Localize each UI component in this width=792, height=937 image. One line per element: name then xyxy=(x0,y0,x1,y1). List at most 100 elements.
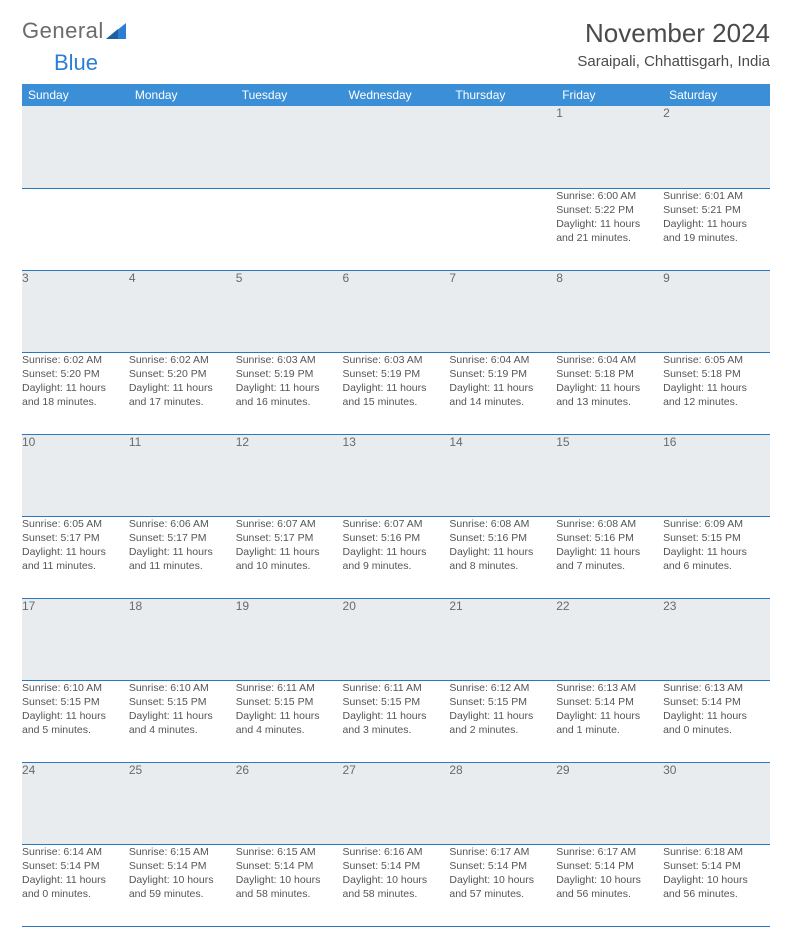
daylight-text: and 14 minutes. xyxy=(449,395,556,409)
weekday-header: Tuesday xyxy=(236,84,343,106)
day-detail-cell: Sunrise: 6:02 AMSunset: 5:20 PMDaylight:… xyxy=(22,352,129,434)
sunset-text: Sunset: 5:19 PM xyxy=(236,367,343,381)
day-number-row: 12 xyxy=(22,106,770,188)
sunrise-text: Sunrise: 6:03 AM xyxy=(343,353,450,367)
day-number-cell: 13 xyxy=(343,434,450,516)
day-number-cell: 21 xyxy=(449,598,556,680)
day-number-cell: 25 xyxy=(129,762,236,844)
daylight-text: and 17 minutes. xyxy=(129,395,236,409)
daylight-text: Daylight: 11 hours xyxy=(343,709,450,723)
daylight-text: Daylight: 11 hours xyxy=(129,381,236,395)
day-number-row: 17181920212223 xyxy=(22,598,770,680)
day-number-cell: 3 xyxy=(22,270,129,352)
sunrise-text: Sunrise: 6:17 AM xyxy=(449,845,556,859)
weekday-header: Friday xyxy=(556,84,663,106)
day-number-cell xyxy=(22,106,129,188)
daylight-text: and 56 minutes. xyxy=(663,887,770,901)
sunrise-text: Sunrise: 6:05 AM xyxy=(663,353,770,367)
sunset-text: Sunset: 5:14 PM xyxy=(556,695,663,709)
sunset-text: Sunset: 5:14 PM xyxy=(343,859,450,873)
day-detail-cell: Sunrise: 6:02 AMSunset: 5:20 PMDaylight:… xyxy=(129,352,236,434)
calendar-page: General November 2024 Saraipali, Chhatti… xyxy=(0,0,792,937)
sunrise-text: Sunrise: 6:18 AM xyxy=(663,845,770,859)
day-detail-cell: Sunrise: 6:16 AMSunset: 5:14 PMDaylight:… xyxy=(343,844,450,926)
day-number-cell: 30 xyxy=(663,762,770,844)
sunrise-text: Sunrise: 6:04 AM xyxy=(556,353,663,367)
weekday-header: Thursday xyxy=(449,84,556,106)
daylight-text: Daylight: 11 hours xyxy=(22,381,129,395)
day-detail-cell: Sunrise: 6:17 AMSunset: 5:14 PMDaylight:… xyxy=(449,844,556,926)
daylight-text: Daylight: 11 hours xyxy=(556,709,663,723)
day-number-cell: 4 xyxy=(129,270,236,352)
sunrise-text: Sunrise: 6:15 AM xyxy=(236,845,343,859)
day-detail-cell: Sunrise: 6:03 AMSunset: 5:19 PMDaylight:… xyxy=(236,352,343,434)
sunset-text: Sunset: 5:15 PM xyxy=(236,695,343,709)
daylight-text: and 7 minutes. xyxy=(556,559,663,573)
sunset-text: Sunset: 5:15 PM xyxy=(449,695,556,709)
day-number-cell: 16 xyxy=(663,434,770,516)
daylight-text: Daylight: 11 hours xyxy=(449,381,556,395)
day-detail-cell: Sunrise: 6:08 AMSunset: 5:16 PMDaylight:… xyxy=(556,516,663,598)
day-detail-cell: Sunrise: 6:12 AMSunset: 5:15 PMDaylight:… xyxy=(449,680,556,762)
day-detail-row: Sunrise: 6:02 AMSunset: 5:20 PMDaylight:… xyxy=(22,352,770,434)
sunrise-text: Sunrise: 6:02 AM xyxy=(22,353,129,367)
daylight-text: and 0 minutes. xyxy=(663,723,770,737)
day-number-cell: 26 xyxy=(236,762,343,844)
day-number-cell: 5 xyxy=(236,270,343,352)
day-number-cell: 17 xyxy=(22,598,129,680)
sunset-text: Sunset: 5:14 PM xyxy=(663,695,770,709)
sunset-text: Sunset: 5:14 PM xyxy=(129,859,236,873)
sunset-text: Sunset: 5:15 PM xyxy=(343,695,450,709)
sunrise-text: Sunrise: 6:13 AM xyxy=(663,681,770,695)
weekday-header: Monday xyxy=(129,84,236,106)
day-detail-cell: Sunrise: 6:09 AMSunset: 5:15 PMDaylight:… xyxy=(663,516,770,598)
day-number-cell: 1 xyxy=(556,106,663,188)
day-detail-cell: Sunrise: 6:07 AMSunset: 5:17 PMDaylight:… xyxy=(236,516,343,598)
daylight-text: Daylight: 10 hours xyxy=(663,873,770,887)
daylight-text: Daylight: 11 hours xyxy=(22,709,129,723)
sunset-text: Sunset: 5:18 PM xyxy=(556,367,663,381)
brand-triangle-icon xyxy=(106,23,126,39)
sunrise-text: Sunrise: 6:16 AM xyxy=(343,845,450,859)
day-number-cell: 11 xyxy=(129,434,236,516)
daylight-text: and 8 minutes. xyxy=(449,559,556,573)
daylight-text: Daylight: 11 hours xyxy=(129,545,236,559)
weekday-header: Sunday xyxy=(22,84,129,106)
daylight-text: and 1 minute. xyxy=(556,723,663,737)
daylight-text: and 9 minutes. xyxy=(343,559,450,573)
sunrise-text: Sunrise: 6:02 AM xyxy=(129,353,236,367)
day-number-cell: 10 xyxy=(22,434,129,516)
daylight-text: Daylight: 11 hours xyxy=(663,381,770,395)
daylight-text: Daylight: 11 hours xyxy=(556,381,663,395)
brand-logo: General xyxy=(22,18,126,44)
daylight-text: Daylight: 11 hours xyxy=(236,381,343,395)
day-detail-cell: Sunrise: 6:01 AMSunset: 5:21 PMDaylight:… xyxy=(663,188,770,270)
sunset-text: Sunset: 5:14 PM xyxy=(556,859,663,873)
sunset-text: Sunset: 5:19 PM xyxy=(343,367,450,381)
calendar-body: 12Sunrise: 6:00 AMSunset: 5:22 PMDayligh… xyxy=(22,106,770,926)
daylight-text: and 12 minutes. xyxy=(663,395,770,409)
day-number-cell: 7 xyxy=(449,270,556,352)
daylight-text: and 11 minutes. xyxy=(22,559,129,573)
sunrise-text: Sunrise: 6:11 AM xyxy=(236,681,343,695)
day-detail-cell xyxy=(236,188,343,270)
day-detail-cell: Sunrise: 6:05 AMSunset: 5:18 PMDaylight:… xyxy=(663,352,770,434)
sunrise-text: Sunrise: 6:15 AM xyxy=(129,845,236,859)
daylight-text: Daylight: 11 hours xyxy=(663,217,770,231)
sunrise-text: Sunrise: 6:03 AM xyxy=(236,353,343,367)
day-detail-cell xyxy=(129,188,236,270)
sunrise-text: Sunrise: 6:08 AM xyxy=(449,517,556,531)
sunset-text: Sunset: 5:22 PM xyxy=(556,203,663,217)
sunset-text: Sunset: 5:14 PM xyxy=(663,859,770,873)
day-number-cell: 24 xyxy=(22,762,129,844)
day-number-cell: 22 xyxy=(556,598,663,680)
day-detail-cell: Sunrise: 6:03 AMSunset: 5:19 PMDaylight:… xyxy=(343,352,450,434)
daylight-text: and 0 minutes. xyxy=(22,887,129,901)
daylight-text: and 19 minutes. xyxy=(663,231,770,245)
day-number-cell: 14 xyxy=(449,434,556,516)
day-detail-row: Sunrise: 6:10 AMSunset: 5:15 PMDaylight:… xyxy=(22,680,770,762)
day-number-row: 24252627282930 xyxy=(22,762,770,844)
daylight-text: and 3 minutes. xyxy=(343,723,450,737)
daylight-text: Daylight: 10 hours xyxy=(343,873,450,887)
day-detail-cell xyxy=(22,188,129,270)
